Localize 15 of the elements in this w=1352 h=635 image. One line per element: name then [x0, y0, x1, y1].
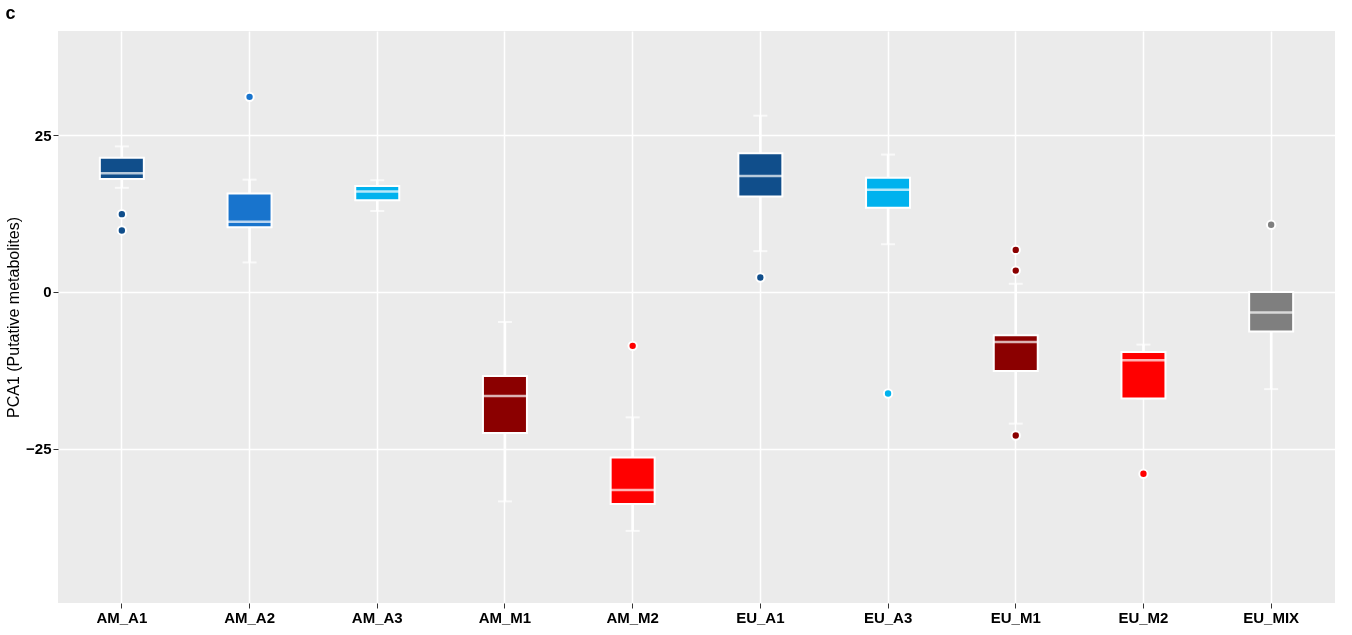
x-tick-label: AM_M2: [606, 608, 659, 626]
x-tick-label: EU_A1: [736, 608, 785, 626]
x-tick-label: EU_M1: [990, 608, 1041, 626]
y-axis-title: PCA1 (Putative metabolites): [5, 217, 23, 418]
y-tick-label: 0: [43, 283, 52, 301]
x-tick-label: AM_A2: [224, 608, 275, 626]
y-tick-label: 25: [34, 126, 52, 144]
x-tick-label: EU_A3: [863, 608, 913, 626]
x-tick-label: EU_MIX: [1243, 608, 1300, 626]
x-tick-label: AM_A1: [96, 608, 148, 626]
x-tick-label: AM_M1: [478, 608, 532, 626]
chart-title: c: [5, 3, 16, 23]
x-tick-label: EU_M2: [1118, 608, 1169, 626]
x-tick-label: AM_A3: [351, 608, 403, 626]
y-tick-label: −25: [26, 440, 52, 458]
